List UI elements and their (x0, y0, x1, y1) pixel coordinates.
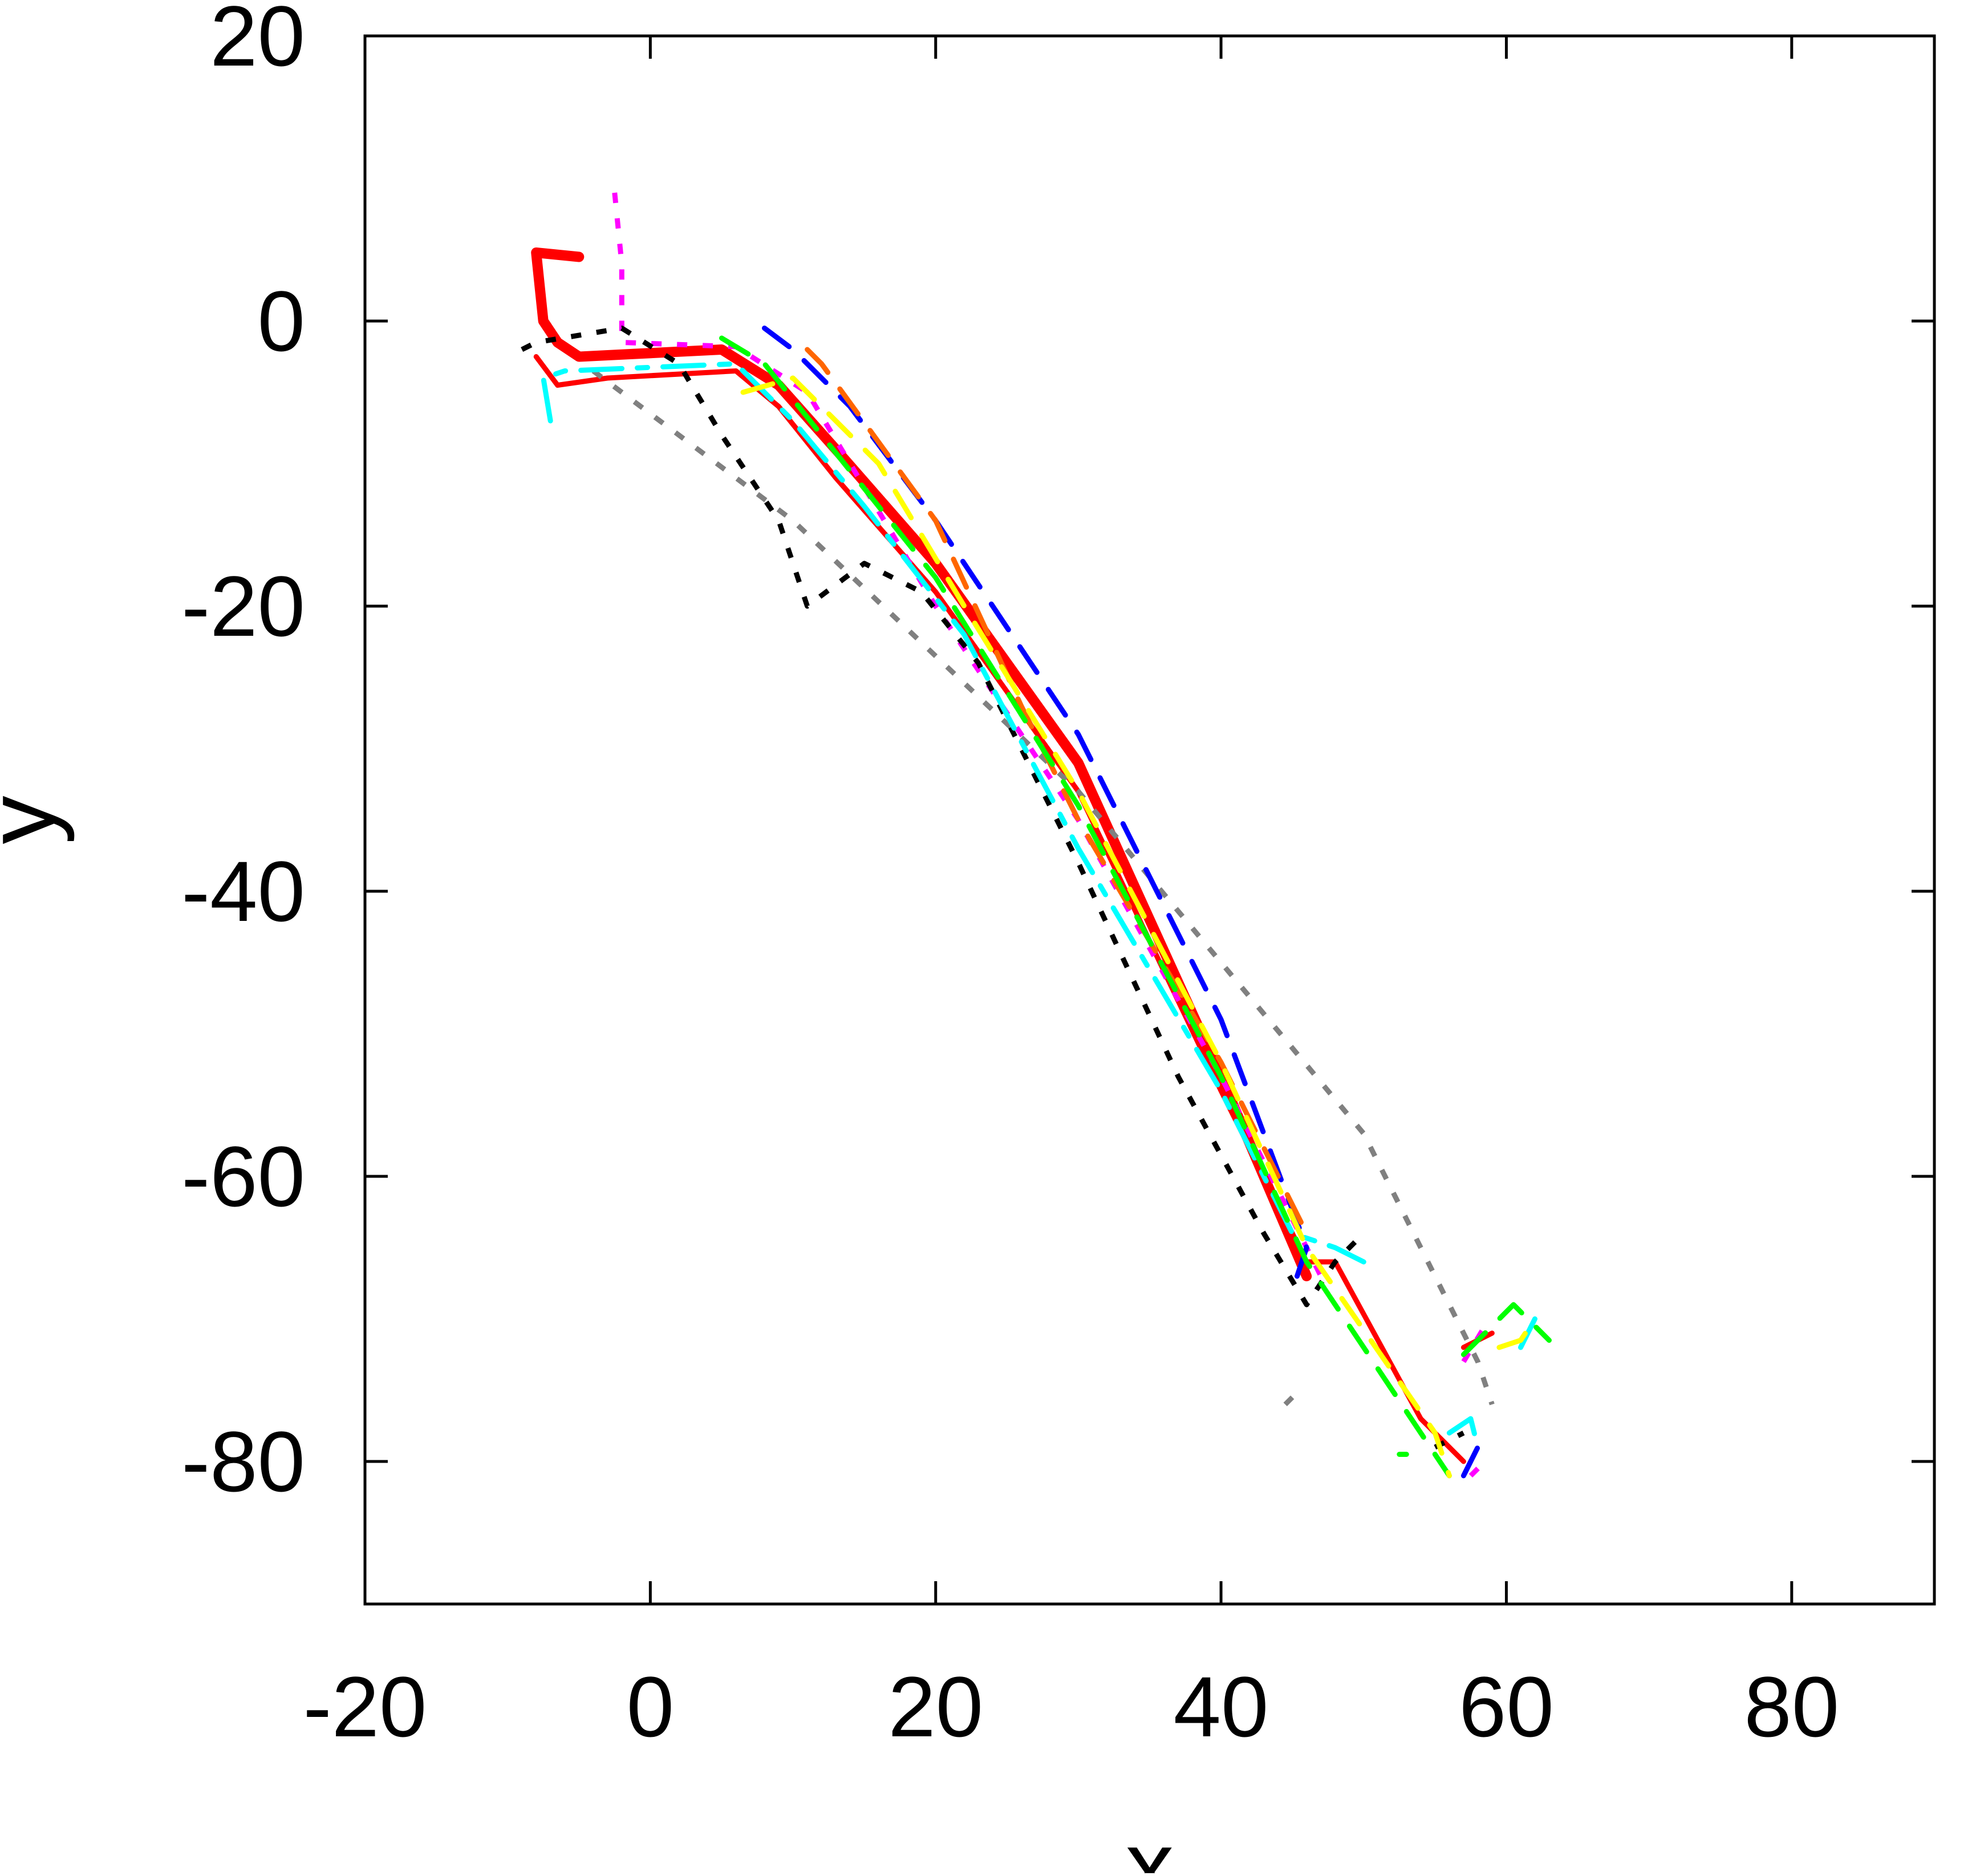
series-layer (521, 192, 1552, 1479)
x-axis-label: x (1126, 1812, 1174, 1873)
series-line-5 (1468, 1459, 1487, 1478)
y-tick-label: -60 (181, 1128, 305, 1224)
x-tick-label: 80 (1744, 1659, 1839, 1755)
x-tick-label: 60 (1459, 1659, 1554, 1755)
y-tick-label: -40 (181, 843, 305, 939)
y-tick-label: -20 (181, 558, 305, 654)
series-line-12 (1518, 1316, 1537, 1350)
series-line-20 (1496, 1316, 1537, 1350)
y-tick-label: 0 (258, 273, 305, 369)
series-line-6 (521, 326, 1366, 1307)
y-tick-label: -80 (181, 1414, 305, 1509)
x-tick-label: 20 (888, 1659, 983, 1755)
series-line-10 (541, 361, 1366, 1265)
series-line-19 (740, 375, 1452, 1479)
series-line-14 (1460, 1444, 1480, 1479)
tick-labels-layer: -20 0 20 40 60 80 20 0 -20 -40 -60 -80 (181, 0, 1839, 1755)
series-line-4 (1461, 1325, 1487, 1363)
series-line-15 (805, 347, 1309, 1236)
ticks-layer (363, 34, 1934, 1604)
series-line-3 (612, 192, 1324, 1278)
series-line-16 (719, 335, 1452, 1479)
series-line-0 (531, 247, 1312, 1281)
series-line-8 (591, 368, 1495, 1406)
series-line-9 (1283, 1395, 1295, 1407)
series-line-18 (1460, 1302, 1552, 1357)
x-tick-label: -20 (303, 1659, 427, 1755)
y-tick-label: 20 (210, 0, 305, 84)
x-tick-label: 0 (627, 1659, 674, 1755)
x-tick-label: 40 (1174, 1659, 1269, 1755)
series-line-1 (533, 354, 1466, 1464)
y-axis-label: y (0, 796, 75, 844)
series-line-11 (1446, 1416, 1480, 1450)
plot-area-frame (363, 34, 1936, 1606)
series-line-13 (762, 326, 1309, 1293)
